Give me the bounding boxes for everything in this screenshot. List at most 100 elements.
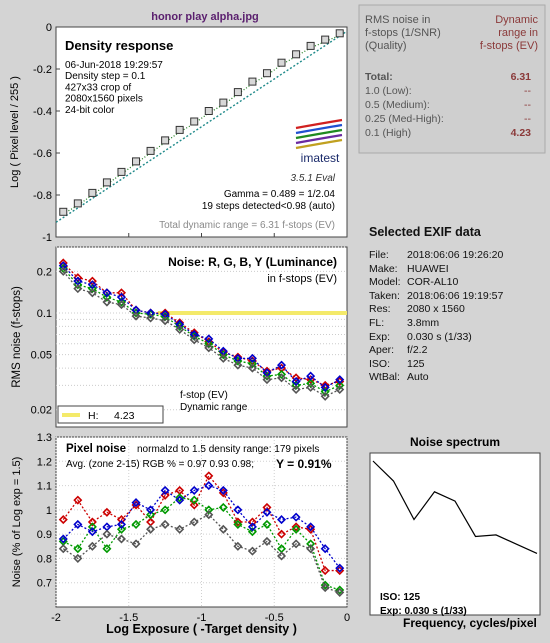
y-tick-label: 0 xyxy=(46,22,52,34)
data-point xyxy=(262,502,272,512)
data-point xyxy=(306,539,316,549)
data-point xyxy=(335,585,345,595)
data-point xyxy=(175,493,185,503)
x-axis-label: Log Exposure ( -Target density ) xyxy=(106,622,297,636)
data-point xyxy=(87,284,97,294)
data-point xyxy=(58,544,68,554)
exif-value: COR-AL10 xyxy=(407,276,459,289)
summary-header-left: f-stops (1/SNR) xyxy=(365,27,441,39)
data-point xyxy=(73,280,83,290)
exif-value: 2080 x 1560 xyxy=(407,303,465,316)
avg-text: Avg. (zone 2-15) RGB % = 0.97 0.93 0.98; xyxy=(66,459,254,470)
steps-text: 19 steps detected<0.98 (auto) xyxy=(202,201,335,212)
summary-table: RMS noise inf-stops (1/SNR)(Quality) Dyna… xyxy=(358,4,546,154)
total-dr-text: Total dynamic range = 6.31 f-stops (EV) xyxy=(159,220,335,231)
data-point xyxy=(102,544,112,554)
data-point xyxy=(335,380,345,390)
noise-spectrum-plot: Noise spectrum ISO: 125 Exp: 0.030 s (1/33… xyxy=(369,435,541,630)
exif-key: Aper: xyxy=(369,344,395,357)
summary-row-label: 0.1 (High) xyxy=(365,127,411,139)
series-line xyxy=(372,460,538,554)
data-point xyxy=(87,288,97,298)
data-point xyxy=(189,495,199,505)
summary-header-left: RMS noise in xyxy=(365,14,430,26)
data-point xyxy=(131,539,141,549)
exif-key: Model: xyxy=(369,276,401,289)
x-axis-label: Frequency, cycles/pixel xyxy=(403,616,537,630)
data-point xyxy=(218,350,228,360)
data-point xyxy=(73,544,83,554)
data-point xyxy=(262,375,272,385)
data-point xyxy=(146,505,156,515)
exif-key: Res: xyxy=(369,303,391,316)
data-point xyxy=(320,580,330,590)
exif-value: 125 xyxy=(407,357,425,370)
exif-key: Make: xyxy=(369,262,398,275)
data-point xyxy=(58,515,68,525)
data-point xyxy=(335,29,344,38)
y-tick-label: 0.8 xyxy=(37,553,52,565)
data-point xyxy=(87,280,97,290)
data-point xyxy=(248,77,257,86)
exif-title: Selected EXIF data xyxy=(369,225,481,239)
exif-key: File: xyxy=(369,249,389,261)
y-tick-label: -0.8 xyxy=(33,190,52,202)
panel-title: Density response xyxy=(65,38,173,53)
data-point xyxy=(320,583,330,593)
data-point xyxy=(218,502,228,512)
data-point xyxy=(102,529,112,539)
series-line xyxy=(62,265,341,389)
exif-row: Taken: 2018:06:06 19:19:57 xyxy=(369,290,545,304)
data-point xyxy=(320,387,330,397)
data-point xyxy=(276,529,287,539)
data-point xyxy=(291,512,301,522)
data-point xyxy=(116,300,127,310)
y-tick-label: 0.7 xyxy=(37,578,52,590)
data-point xyxy=(190,117,199,126)
summary-row-value: -- xyxy=(524,85,531,97)
data-point xyxy=(306,544,316,554)
data-point xyxy=(218,353,228,363)
data-point xyxy=(102,507,112,517)
x-tick-label: -1.5 xyxy=(119,612,138,624)
data-point xyxy=(276,360,287,370)
data-point xyxy=(306,371,316,381)
summary-row-label: 1.0 (Low): xyxy=(365,85,412,97)
data-point xyxy=(58,534,68,544)
data-point xyxy=(247,527,257,537)
data-point xyxy=(291,384,301,395)
data-point xyxy=(335,384,345,395)
data-point xyxy=(321,35,330,44)
noise-fstops-plot: 0.02 0.05 0.1 0.2 RMS noise (f-stops) Noise: … xyxy=(11,246,348,428)
data-point xyxy=(175,125,184,134)
data-point xyxy=(58,266,68,276)
info-line: 06-Jun-2018 19:29:57 xyxy=(65,60,163,71)
exif-value: 0.030 s (1/33) xyxy=(407,330,472,343)
logo-stroke xyxy=(295,128,343,140)
data-point xyxy=(175,524,185,534)
info-line: Density step = 0.1 xyxy=(65,71,146,82)
info-line: 2080x1560 pixels xyxy=(65,94,143,105)
y-tick-label: 0.02 xyxy=(31,405,52,417)
exif-row: ISO: 125 xyxy=(369,358,545,372)
data-point xyxy=(233,88,242,97)
panel-title: Noise spectrum xyxy=(410,435,500,449)
y-tick-label: 0.1 xyxy=(37,308,52,320)
imatest-logo xyxy=(295,118,343,150)
data-point xyxy=(204,339,214,349)
summary-header-right: range in xyxy=(498,27,538,39)
x-tick-label: -1 xyxy=(197,612,207,624)
data-point xyxy=(204,505,214,515)
exif-panel: Selected EXIF data File: 2018:06:06 19:26… xyxy=(369,225,545,385)
data-point xyxy=(276,551,287,561)
data-point xyxy=(276,369,287,379)
data-point xyxy=(262,366,272,376)
summary-row-label: 0.25 (Med-High): xyxy=(365,113,444,125)
data-point xyxy=(335,375,345,385)
data-point xyxy=(233,360,243,370)
data-point xyxy=(189,500,199,510)
data-point xyxy=(320,566,330,576)
data-point xyxy=(320,544,330,554)
data-point xyxy=(87,541,97,551)
data-point xyxy=(146,308,156,318)
